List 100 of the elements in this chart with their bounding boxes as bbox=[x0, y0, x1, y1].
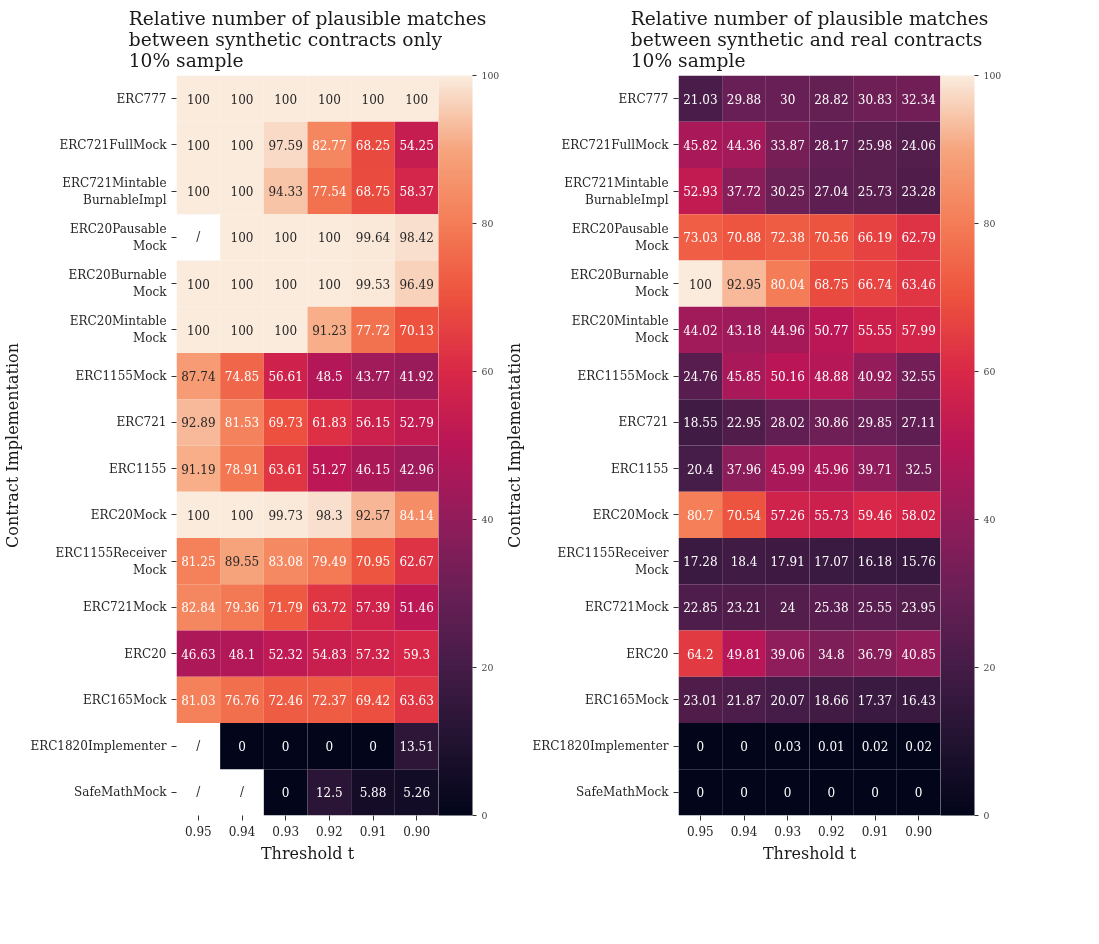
y-tick-label: ERC721Mintable BurnableImpl bbox=[62, 175, 167, 207]
data-label: 94.33 bbox=[268, 185, 303, 200]
data-label: 98.3 bbox=[315, 508, 343, 523]
data-label: 16.43 bbox=[901, 693, 936, 708]
data-label: 52.79 bbox=[399, 416, 434, 431]
y-axis-title: Contract Implementation bbox=[3, 343, 23, 548]
data-label: 28.17 bbox=[814, 138, 849, 153]
color-bar-label: 0 bbox=[983, 810, 990, 821]
data-label: 51.46 bbox=[399, 601, 434, 616]
y-tick-label: ERC721Mock bbox=[83, 600, 168, 615]
data-label: 100 bbox=[317, 277, 341, 292]
y-tick-label: ERC20Pausable Mock bbox=[571, 221, 670, 253]
y-tick-label: ERC1820Implementer bbox=[532, 739, 669, 754]
data-label: 0.02 bbox=[905, 740, 933, 755]
data-label: 69.73 bbox=[268, 416, 303, 431]
data-label: 0 bbox=[740, 786, 748, 801]
data-label: 91.19 bbox=[181, 462, 216, 477]
data-label: 0 bbox=[871, 786, 879, 801]
data-label: 45.96 bbox=[814, 462, 849, 477]
color-bar-label: 60 bbox=[481, 366, 494, 377]
data-label: 92.57 bbox=[355, 508, 391, 523]
data-label: 69.42 bbox=[355, 693, 391, 708]
data-label: 82.77 bbox=[312, 138, 347, 153]
data-label: 100 bbox=[186, 323, 210, 338]
data-label: 96.49 bbox=[399, 277, 434, 292]
data-label: 70.88 bbox=[726, 231, 762, 246]
y-tick-label: ERC721 bbox=[116, 415, 167, 430]
x-tick-label: 0.91 bbox=[359, 824, 387, 839]
data-label: 0 bbox=[281, 786, 290, 801]
data-label: 100 bbox=[317, 231, 341, 246]
data-label: 80.04 bbox=[770, 277, 806, 292]
data-label: 39.06 bbox=[770, 647, 805, 662]
y-tick-label: ERC20Mock bbox=[90, 507, 168, 522]
data-label: 100 bbox=[230, 508, 254, 523]
x-tick-label: 0.93 bbox=[774, 824, 802, 839]
data-label: 0.03 bbox=[774, 740, 802, 755]
y-axis-title: Contract Implementation bbox=[505, 343, 525, 548]
x-tick-label: 0.95 bbox=[184, 824, 212, 839]
data-label: 92.89 bbox=[181, 416, 216, 431]
data-label: 100 bbox=[688, 277, 712, 292]
data-label: 22.95 bbox=[726, 416, 762, 431]
data-label: 0 bbox=[914, 786, 923, 801]
data-label: 5.26 bbox=[403, 786, 431, 801]
data-label: 100 bbox=[230, 277, 254, 292]
data-label: 0 bbox=[325, 740, 334, 755]
data-label: 68.75 bbox=[814, 277, 849, 292]
data-label: 57.99 bbox=[901, 323, 936, 338]
data-label: 84.14 bbox=[399, 508, 435, 523]
y-tick-label: ERC1155Mock bbox=[577, 369, 670, 384]
data-label: 45.85 bbox=[726, 370, 762, 385]
data-label: 99.53 bbox=[355, 277, 391, 292]
x-tick-label: 0.92 bbox=[315, 824, 343, 839]
y-tick-label: ERC1155 bbox=[610, 461, 669, 476]
data-label: 28.02 bbox=[770, 416, 805, 431]
data-label: 25.73 bbox=[857, 185, 893, 200]
data-label: 44.36 bbox=[726, 138, 762, 153]
y-tick-label: ERC1820Implementer bbox=[30, 739, 167, 754]
data-label: 100 bbox=[274, 92, 298, 107]
data-label: 29.85 bbox=[857, 416, 893, 431]
data-label: 23.28 bbox=[901, 185, 936, 200]
data-label: 83.08 bbox=[268, 555, 303, 570]
chart-title: Relative number of plausible matches between synthetic contracts only 10% sample bbox=[128, 7, 487, 71]
data-label: 17.28 bbox=[683, 555, 718, 570]
data-label: 15.76 bbox=[901, 555, 936, 570]
data-label: 80.7 bbox=[686, 508, 714, 523]
data-label: 49.81 bbox=[726, 647, 762, 662]
x-axis-title: Threshold t bbox=[260, 843, 355, 863]
data-label: 25.38 bbox=[814, 601, 849, 616]
y-tick-label: ERC20Mintable Mock bbox=[69, 314, 168, 346]
y-tick-label: ERC721Mintable BurnableImpl bbox=[564, 175, 669, 207]
data-label: 43.77 bbox=[355, 370, 391, 385]
data-label: 12.5 bbox=[315, 786, 343, 801]
data-label: 23.21 bbox=[726, 601, 762, 616]
data-label: 29.88 bbox=[726, 92, 762, 107]
data-label: 0 bbox=[238, 740, 246, 755]
data-label: 70.13 bbox=[399, 323, 434, 338]
x-tick-label: 0.94 bbox=[730, 824, 758, 839]
data-label: 30.25 bbox=[770, 185, 805, 200]
data-label: 25.55 bbox=[857, 601, 893, 616]
data-label: 56.61 bbox=[268, 370, 303, 385]
data-label: 68.25 bbox=[355, 138, 391, 153]
data-label: 100 bbox=[274, 323, 298, 338]
data-label: 30 bbox=[780, 92, 796, 107]
y-tick-label: ERC721FullMock bbox=[59, 137, 168, 152]
color-bar-label: 40 bbox=[983, 514, 996, 525]
data-label: 45.99 bbox=[770, 462, 805, 477]
data-label: 74.85 bbox=[224, 370, 260, 385]
data-label: 45.82 bbox=[683, 138, 718, 153]
data-label: 5.88 bbox=[359, 786, 387, 801]
data-label: 72.37 bbox=[312, 693, 347, 708]
y-tick-label: ERC777 bbox=[116, 91, 167, 106]
data-label: 57.32 bbox=[355, 647, 391, 662]
x-tick-label: 0.94 bbox=[228, 824, 256, 839]
y-tick-label: ERC1155Receiver Mock bbox=[55, 545, 168, 577]
data-label: 44.96 bbox=[770, 323, 805, 338]
color-bar-label: 100 bbox=[481, 70, 500, 81]
y-tick-label: ERC20Burnable Mock bbox=[570, 268, 670, 300]
data-label: 0.02 bbox=[861, 740, 889, 755]
data-label: 100 bbox=[230, 138, 254, 153]
data-label: 30.83 bbox=[857, 92, 893, 107]
